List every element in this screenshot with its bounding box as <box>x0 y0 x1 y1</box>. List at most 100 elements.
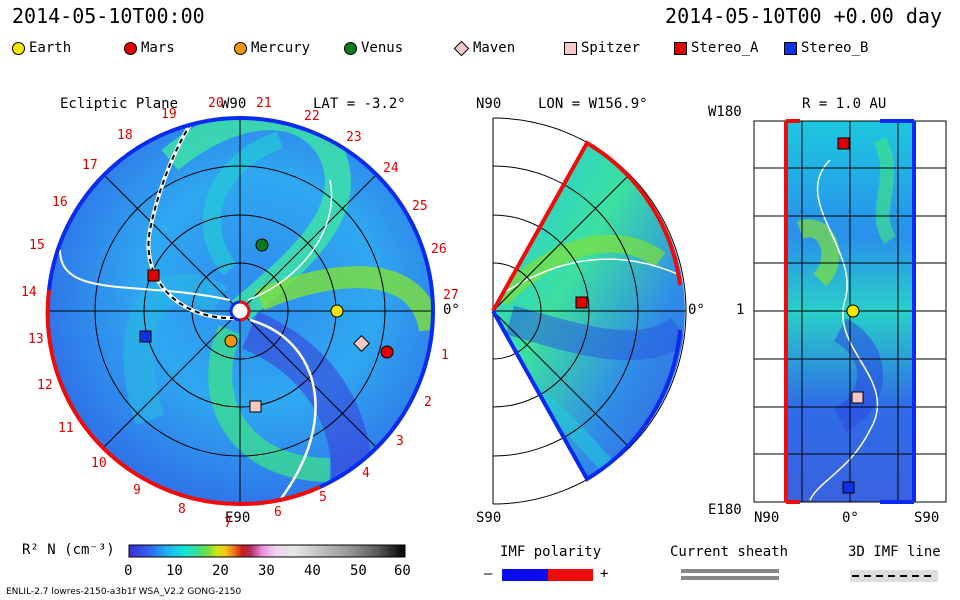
rim-number: 5 <box>319 490 327 505</box>
imf-sector-boundary-1 <box>249 318 317 501</box>
colorbar-tick: 40 <box>304 563 321 579</box>
rim-number: 7 <box>224 516 232 531</box>
ecliptic-right-label: 0° <box>443 302 460 318</box>
meridional-right-label: 0° <box>688 302 705 318</box>
stereo-b-marker <box>139 330 152 343</box>
imf-negative-swatch <box>502 569 548 581</box>
legend-mercury: Mercury <box>234 40 310 56</box>
rim-number: 6 <box>274 505 282 520</box>
current-sheath-line-2 <box>681 576 779 580</box>
meridional-rim-negative <box>491 310 682 482</box>
rim-number: 2 <box>424 395 432 410</box>
earth-radial-marker <box>846 304 860 318</box>
radial-sector-boundary <box>809 159 879 501</box>
imf-polarity-title: IMF polarity <box>500 544 602 560</box>
imf-sector-boundary-3 <box>247 179 333 301</box>
radial-bottom-left: E180 <box>708 502 742 518</box>
spitzer-marker-icon <box>564 41 577 55</box>
radial-title: R = 1.0 AU <box>802 96 887 112</box>
ecliptic-rim-positive <box>78 418 321 507</box>
stereo-a-marker-icon <box>674 41 687 55</box>
ecliptic-plane-panel <box>45 116 436 507</box>
rim-number: 22 <box>304 109 320 124</box>
rim-number: 15 <box>29 238 45 253</box>
rim-number: 25 <box>412 199 428 214</box>
spitzer-radial-marker <box>851 391 864 404</box>
colorbar-tick: 0 <box>124 563 133 579</box>
radial-tick-n90: N90 <box>754 510 780 526</box>
colorbar-tick: 60 <box>394 563 411 579</box>
model-footer: ENLIL-2.7 lowres-2150-a3b1f WSA_V2.2 GON… <box>6 587 242 597</box>
rim-number: 23 <box>346 130 362 145</box>
current-sheath-line-1 <box>681 569 779 573</box>
current-sheath-title: Current sheath <box>670 544 789 560</box>
legend-stereo-a: Stereo_A <box>674 40 758 56</box>
rim-number: 19 <box>161 107 177 122</box>
rim-number: 8 <box>178 502 186 517</box>
earth-marker-icon <box>12 41 25 55</box>
imf-minus-label: – <box>484 566 493 582</box>
ecliptic-lat-label: LAT = -3.2° <box>313 96 406 112</box>
rim-number: 11 <box>58 421 74 436</box>
legend-maven: Maven <box>453 40 515 56</box>
earth-marker <box>330 304 344 318</box>
date-right: 2014-05-10T00 +0.00 day <box>665 4 942 28</box>
colorbar-tick: 30 <box>258 563 275 579</box>
radial-top-left: W180 <box>708 104 742 120</box>
mars-marker-icon <box>124 41 137 55</box>
rim-number: 21 <box>256 96 272 111</box>
legend-earth: Earth <box>12 40 71 56</box>
legend-spitzer: Spitzer <box>564 40 640 56</box>
colorbar-tick: 50 <box>350 563 367 579</box>
venus-marker-icon <box>344 41 357 55</box>
stereo-a-marker <box>147 269 160 282</box>
ecliptic-top-label: W90 <box>221 96 247 112</box>
rim-number: 12 <box>37 378 53 393</box>
meridional-title: LON = W156.9° <box>538 96 648 112</box>
rim-number: 4 <box>362 466 370 481</box>
rim-number: 17 <box>82 158 98 173</box>
3d-imf-line <box>147 121 236 320</box>
rim-number: 16 <box>52 195 68 210</box>
ecliptic-bottom-label: E90 <box>225 510 251 526</box>
radial-tick-0: 0° <box>842 510 859 526</box>
date-left: 2014-05-10T00:00 <box>12 4 205 28</box>
rim-number: 18 <box>117 128 133 143</box>
stereo-b-radial-marker <box>842 481 855 494</box>
stereo-a-radial-marker <box>837 137 850 150</box>
imf-line-title: 3D IMF line <box>848 544 941 560</box>
rim-number: 10 <box>91 456 107 471</box>
meridional-rim-positive <box>491 140 682 312</box>
stereo-a-meridional-marker <box>575 296 588 309</box>
rim-number: 3 <box>396 434 404 449</box>
rim-number: 9 <box>133 483 141 498</box>
radial-mid-left: 1 <box>736 302 745 318</box>
colorbar-tick: 20 <box>212 563 229 579</box>
legend-stereo-b: Stereo_B <box>784 40 868 56</box>
density-colorbar <box>128 544 406 558</box>
rim-number: 26 <box>431 242 447 257</box>
rim-number: 20 <box>208 96 224 111</box>
rim-number: 1 <box>441 348 449 363</box>
meridional-bottom-left: S90 <box>476 510 502 526</box>
colorbar-label: R² N (cm⁻³) <box>22 542 115 558</box>
imf-sector-boundary-2 <box>59 249 231 301</box>
radial-panel <box>753 119 947 504</box>
rim-number: 13 <box>28 332 44 347</box>
mercury-marker-icon <box>234 41 247 55</box>
imf-plus-label: + <box>600 566 609 582</box>
legend-mars: Mars <box>124 40 175 56</box>
ecliptic-title: Ecliptic Plane <box>60 96 179 112</box>
rim-number: 27 <box>443 288 459 303</box>
imf-positive-swatch <box>548 569 593 581</box>
colorbar-tick: 10 <box>166 563 183 579</box>
mercury-marker <box>224 334 238 348</box>
maven-marker <box>353 335 370 352</box>
ecliptic-rim-negative <box>239 116 436 489</box>
rim-number: 24 <box>383 161 399 176</box>
venus-marker <box>255 238 269 252</box>
mars-marker <box>380 345 394 359</box>
rim-number: 14 <box>21 285 37 300</box>
